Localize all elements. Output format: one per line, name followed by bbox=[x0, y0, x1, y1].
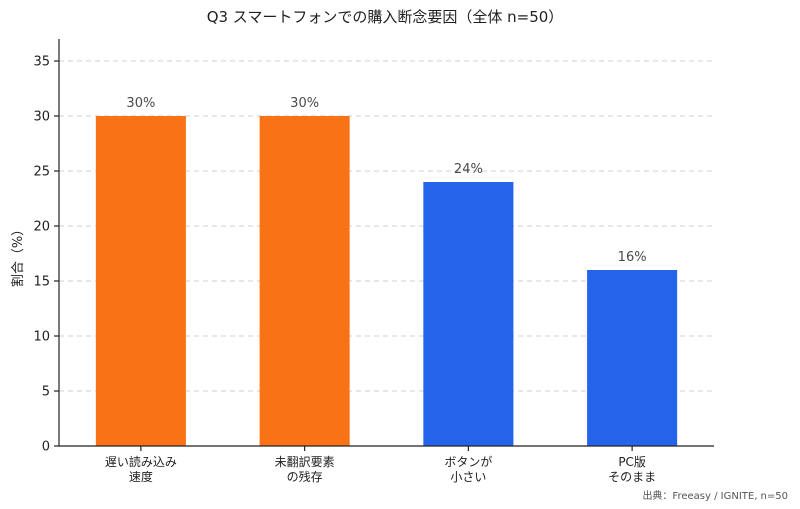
x-tick-label-line: 未翻訳要素 bbox=[275, 454, 335, 469]
data-labels: 30% 30% 24% 16% bbox=[126, 96, 646, 265]
x-tick-label: PC版そのまま bbox=[608, 455, 656, 484]
x-tick-label: 未翻訳要素の残存 bbox=[275, 454, 335, 484]
y-tick-label: 35 bbox=[33, 55, 50, 70]
y-tick-label: 15 bbox=[33, 275, 50, 290]
y-axis: 0 5 10 15 20 25 30 35 bbox=[33, 39, 60, 455]
bar-2 bbox=[259, 116, 350, 446]
y-tick-label: 30 bbox=[33, 110, 50, 125]
x-tick-label-line: 速度 bbox=[129, 469, 153, 484]
x-tick-label-line: PC版 bbox=[618, 455, 646, 469]
y-tick-label: 25 bbox=[33, 165, 50, 180]
bar-3 bbox=[423, 182, 514, 446]
bar-1 bbox=[95, 116, 186, 446]
bar-4 bbox=[587, 270, 678, 446]
x-tick-label-line: そのまま bbox=[608, 470, 656, 484]
x-axis: 遅い読み込み速度 未翻訳要素の残存 ボタンが小さい PC版そのまま bbox=[59, 445, 714, 484]
data-label: 16% bbox=[618, 250, 647, 265]
data-label: 30% bbox=[126, 96, 155, 111]
y-tick-label: 0 bbox=[42, 440, 50, 455]
chart-title: Q3 スマートフォンでの購入断念要因（全体 n=50） bbox=[207, 8, 564, 26]
y-tick-label: 10 bbox=[33, 330, 50, 345]
x-tick-label-line: の残存 bbox=[287, 470, 323, 484]
y-axis-label: 割合（%） bbox=[10, 223, 26, 287]
x-tick-label-line: 遅い読み込み bbox=[105, 454, 177, 469]
bars bbox=[95, 116, 678, 446]
x-tick-label-line: 小さい bbox=[450, 470, 486, 484]
source-note: 出典：Freeasy / IGNITE, n=50 bbox=[642, 489, 788, 502]
data-label: 30% bbox=[290, 96, 319, 111]
y-tick-label: 20 bbox=[33, 220, 50, 235]
x-tick-label: 遅い読み込み速度 bbox=[105, 454, 177, 484]
y-tick-label: 5 bbox=[42, 385, 50, 400]
x-tick-label-line: ボタンが bbox=[444, 454, 492, 469]
x-tick-label: ボタンが小さい bbox=[444, 454, 492, 484]
data-label: 24% bbox=[454, 162, 483, 177]
